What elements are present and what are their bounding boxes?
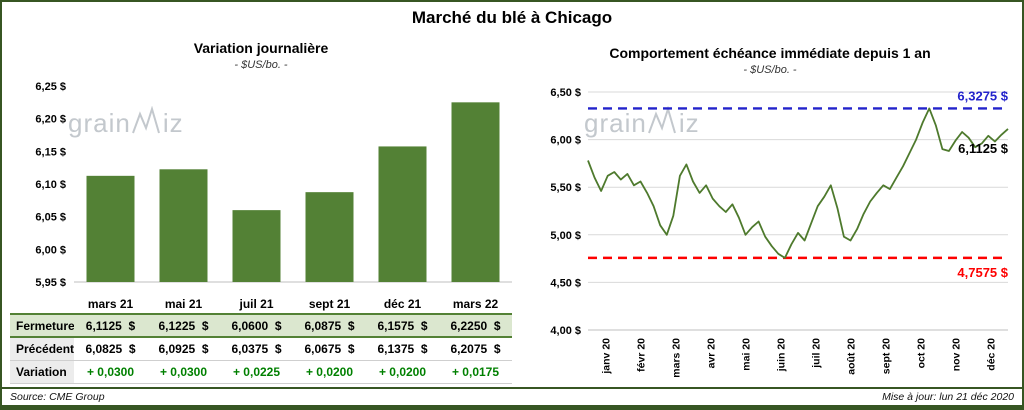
row-label-precedent: Précédent [10,337,74,361]
table-header: mars 21 [87,296,134,311]
x-tick-label: nov 20 [951,338,963,371]
price-table: mars 21 mai 21 juil 21 sept 21 déc 21 ma… [10,294,512,384]
y-tick-label: 5,00 $ [550,230,581,242]
table-row-variation: Variation + 0,0300 + 0,0300 + 0,0225 + 0… [10,360,512,384]
variation-cell: + 0,0175 [439,360,512,384]
line-chart-subtitle: - $US/bo. - [743,64,797,76]
table-header: juil 21 [239,296,274,311]
y-tick-label: 4,00 $ [550,325,581,337]
watermark-logo: grain iz [584,106,700,136]
price-cell: 6,0600 $ [220,313,293,338]
source-label: Source: CME Group [10,391,105,403]
variation-cell: + 0,0225 [220,360,293,384]
bar-chart: 5,95 $ 6,00 $ 6,05 $ 6,10 $ 6,15 $ 6,20 $ 6,25… [35,81,512,289]
last-value-label: 6,1125 $ [958,141,1009,156]
table-row-fermeture: Fermeture 6,1125 $ 6,1225 $ 6,0600 $ 6,0… [10,313,512,338]
y-tick-label: 6,20 $ [35,114,66,126]
x-tick-label: oct 20 [916,338,928,369]
min-label: 4,7575 $ [957,265,1008,280]
bar-chart-subtitle: - $US/bo. - [234,59,288,71]
variation-cell: + 0,0300 [74,360,147,384]
price-cell: 6,1375 $ [366,337,439,361]
y-tick-label: 6,10 $ [35,179,66,191]
watermark-zigzag-icon [131,106,160,134]
y-tick-label: 6,00 $ [35,244,66,256]
x-tick-label: juil 20 [811,338,823,369]
price-cell: 6,2250 $ [439,313,512,338]
x-tick-label: avr 20 [706,338,718,369]
footer: Source: CME Group Mise à jour: lun 21 dé… [2,387,1022,405]
bar [378,146,427,282]
x-tick-label: févr 20 [636,338,648,372]
table-header: mai 21 [164,296,203,311]
price-cell: 6,0375 $ [220,337,293,361]
price-cell: 6,0875 $ [293,313,366,338]
x-tick-label: déc 20 [986,338,998,371]
watermark-text-suffix: iz [678,108,700,138]
y-tick-label: 5,50 $ [550,182,581,194]
y-tick-label: 5,95 $ [35,277,66,289]
y-tick-label: 6,50 $ [550,87,581,99]
price-cell: 6,0675 $ [293,337,366,361]
table-row-precedent: Précédent 6,0825 $ 6,0925 $ 6,0375 $ 6,0… [10,337,512,361]
price-cell: 6,1225 $ [147,313,220,338]
x-tick-label: juin 20 [776,338,788,372]
row-label-fermeture: Fermeture [10,313,74,338]
table-header: déc 21 [383,296,422,311]
bar [305,192,354,282]
line-chart: 4,00 $ 4,50 $ 5,00 $ 5,50 $ 6,00 $ 6,50 $ janv… [550,87,1009,378]
variation-cell: + 0,0200 [293,360,366,384]
x-tick-label: janv 20 [601,338,613,375]
price-cell: 6,2075 $ [439,337,512,361]
bar-chart-title: Variation journalière [193,40,329,56]
bar [159,169,208,282]
bar [86,175,135,282]
y-tick-label: 6,05 $ [35,212,66,224]
watermark-logo: grain iz [68,106,184,136]
y-tick-label: 4,50 $ [550,277,581,289]
updated-label: Mise à jour: lun 21 déc 2020 [882,391,1014,403]
price-line [587,107,1009,259]
table-corner-cell [10,294,74,314]
y-tick-label: 6,25 $ [35,81,66,93]
variation-cell: + 0,0300 [147,360,220,384]
price-cell: 6,1575 $ [366,313,439,338]
bar [232,210,281,282]
line-chart-title: Comportement échéance immédiate depuis 1… [609,45,931,61]
price-cell: 6,1125 $ [74,313,147,338]
price-cell: 6,0925 $ [147,337,220,361]
page-title: Marché du blé à Chicago [411,8,613,27]
max-label: 6,3275 $ [957,88,1008,103]
x-tick-label: mai 20 [741,338,753,371]
watermark-zigzag-icon [647,106,676,134]
price-cell: 6,0825 $ [74,337,147,361]
watermark-text-prefix: grain [68,108,131,138]
watermark-text-prefix: grain [584,108,647,138]
row-label-variation: Variation [10,360,74,384]
bar [451,102,500,282]
watermark-text-suffix: iz [162,108,184,138]
y-tick-label: 6,00 $ [550,135,581,147]
x-tick-label: sept 20 [881,338,893,374]
variation-cell: + 0,0200 [366,360,439,384]
table-header-row: mars 21 mai 21 juil 21 sept 21 déc 21 ma… [10,294,512,314]
y-tick-label: 6,15 $ [35,146,66,158]
x-tick-label: août 20 [846,338,858,375]
table-header: sept 21 [308,296,351,311]
x-tick-label: mars 20 [671,338,683,378]
table-header: mars 22 [452,296,499,311]
